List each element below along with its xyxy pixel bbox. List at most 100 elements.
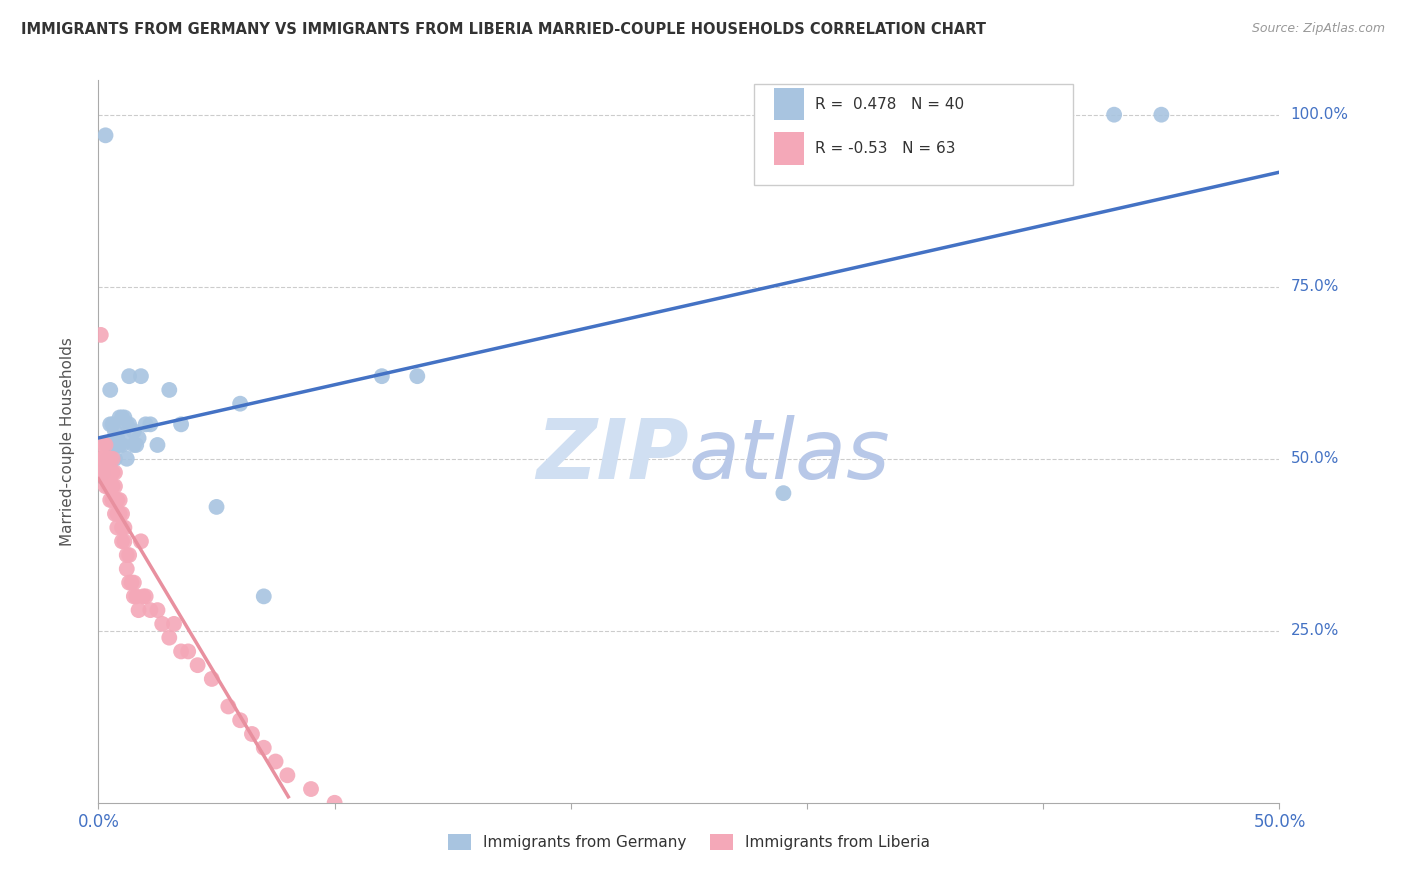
Point: [772, 486, 794, 500]
Text: 75.0%: 75.0%: [1291, 279, 1339, 294]
Point: [94, 466, 117, 480]
Point: [1102, 108, 1125, 122]
Point: [205, 500, 228, 514]
Point: [163, 616, 186, 631]
Point: [90, 327, 112, 342]
Point: [121, 575, 143, 590]
Text: R = -0.53   N = 63: R = -0.53 N = 63: [815, 141, 956, 156]
FancyBboxPatch shape: [773, 132, 803, 164]
Point: [90, 466, 112, 480]
Point: [125, 438, 148, 452]
Point: [91, 466, 114, 480]
Point: [91, 451, 114, 466]
Point: [112, 520, 135, 534]
Point: [157, 383, 180, 397]
Point: [118, 548, 141, 562]
Point: [240, 727, 263, 741]
Point: [94, 438, 117, 452]
Point: [111, 410, 134, 425]
Point: [111, 438, 134, 452]
Point: [253, 590, 276, 604]
Point: [101, 493, 124, 508]
Point: [157, 631, 180, 645]
Legend: Immigrants from Germany, Immigrants from Liberia: Immigrants from Germany, Immigrants from…: [441, 829, 936, 856]
Point: [105, 431, 128, 445]
Point: [111, 520, 134, 534]
Point: [97, 466, 120, 480]
Point: [105, 507, 128, 521]
Point: [129, 534, 152, 549]
Point: [371, 369, 394, 384]
Point: [112, 410, 135, 425]
Point: [115, 417, 138, 432]
Point: [139, 417, 162, 432]
Point: [108, 410, 131, 425]
Point: [170, 417, 193, 432]
Point: [125, 590, 148, 604]
Point: [108, 493, 131, 508]
Point: [187, 658, 209, 673]
Point: [264, 755, 287, 769]
Point: [146, 603, 169, 617]
Point: [98, 383, 121, 397]
Text: IMMIGRANTS FROM GERMANY VS IMMIGRANTS FROM LIBERIA MARRIED-COUPLE HOUSEHOLDS COR: IMMIGRANTS FROM GERMANY VS IMMIGRANTS FR…: [21, 22, 986, 37]
Point: [135, 590, 157, 604]
Point: [111, 507, 134, 521]
Point: [112, 431, 135, 445]
Point: [229, 397, 252, 411]
Point: [97, 451, 120, 466]
Point: [94, 479, 117, 493]
Point: [122, 575, 145, 590]
Point: [97, 451, 120, 466]
FancyBboxPatch shape: [773, 88, 803, 120]
Point: [98, 451, 121, 466]
Point: [132, 590, 155, 604]
Point: [94, 451, 117, 466]
Point: [94, 128, 117, 143]
Text: R =  0.478   N = 40: R = 0.478 N = 40: [815, 96, 965, 112]
Point: [101, 466, 124, 480]
Point: [90, 451, 112, 466]
Text: atlas: atlas: [689, 416, 890, 497]
Point: [323, 796, 346, 810]
Point: [108, 438, 131, 452]
Point: [104, 507, 127, 521]
Point: [97, 438, 120, 452]
Point: [201, 672, 224, 686]
Point: [122, 590, 145, 604]
Point: [111, 534, 134, 549]
Point: [101, 479, 124, 493]
Point: [177, 644, 200, 658]
Point: [406, 369, 429, 384]
Point: [118, 575, 141, 590]
Text: 25.0%: 25.0%: [1291, 624, 1339, 639]
Point: [91, 438, 114, 452]
Point: [118, 369, 141, 384]
Point: [105, 493, 128, 508]
Point: [128, 603, 150, 617]
Point: [128, 431, 150, 445]
Point: [98, 479, 121, 493]
Point: [101, 417, 124, 432]
Point: [115, 548, 138, 562]
Point: [276, 768, 298, 782]
Point: [115, 562, 138, 576]
Point: [139, 603, 162, 617]
Point: [101, 451, 124, 466]
Point: [146, 438, 169, 452]
Point: [101, 438, 124, 452]
Point: [97, 479, 120, 493]
Point: [253, 740, 276, 755]
Point: [150, 616, 173, 631]
FancyBboxPatch shape: [754, 84, 1073, 185]
Point: [217, 699, 239, 714]
Point: [98, 466, 121, 480]
Point: [118, 417, 141, 432]
Point: [98, 417, 121, 432]
Point: [105, 520, 128, 534]
Text: 50.0%: 50.0%: [1291, 451, 1339, 467]
Point: [112, 534, 135, 549]
Point: [104, 493, 127, 508]
Point: [122, 438, 145, 452]
Point: [104, 451, 127, 466]
